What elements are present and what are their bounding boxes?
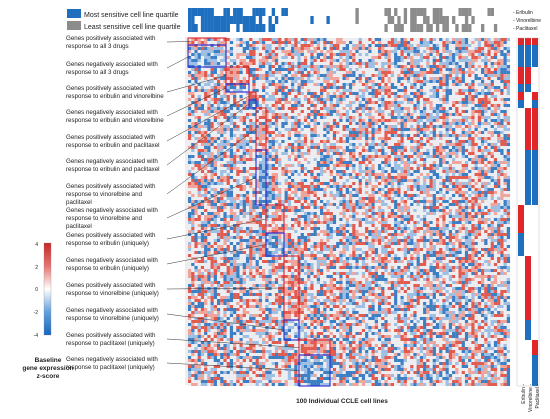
gene-group-label: Genes positively associated with xyxy=(66,85,156,92)
connector-line xyxy=(166,75,227,93)
colorbar-tick: 2 xyxy=(35,265,38,271)
gene-group-label: response to vinorelbine (uniquely) xyxy=(66,290,159,297)
least-sensitive-swatch xyxy=(67,21,81,30)
gene-group-label: response to paclitaxel (uniquely) xyxy=(66,340,155,347)
drug-labels-bottom: Eribulin - Vinorelbine - Paclitaxel - xyxy=(521,384,541,412)
connector-line xyxy=(166,103,250,166)
gene-group-label: response to vinorelbine (uniquely) xyxy=(66,315,159,322)
gene-group-label: response to eribulin (uniquely) xyxy=(66,240,149,247)
association-bar xyxy=(518,233,524,256)
bottom-label-eribulin: Eribulin - xyxy=(521,384,527,404)
gene-group-connectors xyxy=(166,41,300,371)
colorbar-tick: 0 xyxy=(35,287,38,293)
connector-line xyxy=(166,55,191,69)
gene-group-label: response to eribulin (uniquely) xyxy=(66,265,149,272)
colorbar-tick: 4 xyxy=(35,242,38,248)
association-bar xyxy=(532,45,538,67)
gene-group-label: response to vinorelbine and xyxy=(66,215,143,222)
association-bar xyxy=(532,108,538,150)
association-bar xyxy=(532,92,538,100)
drug-legend-vinorelbine: - Vinorelbine xyxy=(513,18,541,24)
gene-group-labels: Genes positively associated withresponse… xyxy=(66,35,164,371)
association-bar xyxy=(518,84,524,92)
gene-group-label: paclitaxel xyxy=(66,223,92,230)
connector-line xyxy=(166,287,285,290)
association-bar xyxy=(518,67,524,84)
connector-line xyxy=(166,128,257,195)
connector-line xyxy=(166,362,300,371)
drug-sensitivity-annotation xyxy=(188,8,498,32)
connector-line xyxy=(166,87,227,117)
association-bar xyxy=(525,84,531,92)
gene-group-label: response to eribulin and vinorelbine xyxy=(66,93,164,100)
x-axis-label: 100 Individual CCLE cell lines xyxy=(296,398,388,405)
connector-line xyxy=(166,313,285,331)
gene-group-label: Genes negatively associated with xyxy=(66,356,158,363)
association-bar xyxy=(532,355,538,386)
connector-line xyxy=(166,41,191,43)
connector-line xyxy=(166,338,300,348)
gene-group-label: response to eribulin and paclitaxel xyxy=(66,166,160,173)
association-bar xyxy=(518,205,524,233)
colorbar: 4 2 0 -2 -4 Baseline gene expression z-s… xyxy=(22,242,73,380)
gene-group-label: response to eribulin and vinorelbine xyxy=(66,117,164,124)
drug-legend: - Eribulin - Vinorelbine - Paclitaxel xyxy=(513,10,541,32)
gene-group-label: response to paclitaxel (uniquely) xyxy=(66,364,155,371)
association-bar xyxy=(518,92,524,100)
association-bar xyxy=(532,150,538,205)
drug-legend-eribulin: - Eribulin xyxy=(513,10,533,16)
association-bar xyxy=(525,256,531,320)
association-bar xyxy=(532,100,538,108)
gene-group-label: Genes negatively associated with xyxy=(66,257,158,264)
association-bar xyxy=(518,38,524,45)
most-sensitive-swatch xyxy=(67,9,81,18)
least-sensitive-label: Least sensitive cell line quartile xyxy=(84,24,181,31)
gene-group-label: Genes negatively associated with xyxy=(66,61,158,68)
gene-group-label: Genes negatively associated with xyxy=(66,158,158,165)
connector-line xyxy=(166,177,257,219)
gene-group-label: Genes negatively associated with xyxy=(66,207,158,214)
gene-group-label: response to all 3 drugs xyxy=(66,43,129,50)
association-bar xyxy=(518,45,524,67)
colorbar-title: Baseline xyxy=(35,357,62,364)
association-bar xyxy=(518,100,524,108)
colorbar-gradient xyxy=(43,242,52,336)
sensitivity-legend: Most sensitive cell line quartile Least … xyxy=(67,9,181,31)
gene-group-label: paclitaxel xyxy=(66,199,92,206)
expression-heatmap xyxy=(188,38,511,386)
association-bar xyxy=(532,38,538,45)
bottom-label-paclitaxel: Paclitaxel - xyxy=(535,384,541,409)
gene-group-label: response to eribulin and paclitaxel xyxy=(66,142,160,149)
connector-line xyxy=(166,244,267,265)
colorbar-tick: -2 xyxy=(34,310,39,316)
association-bar xyxy=(525,38,531,45)
heatmap-row-ticks xyxy=(185,37,188,385)
gene-group-label: Genes positively associated with xyxy=(66,232,156,239)
gene-group-label: Genes negatively associated with xyxy=(66,307,158,314)
gene-group-label: Genes positively associated with xyxy=(66,35,156,42)
gene-group-label: response to all 3 drugs xyxy=(66,69,129,76)
association-bar xyxy=(525,45,531,67)
gene-group-label: Genes positively associated with xyxy=(66,183,156,190)
bottom-label-vinorelbine: Vinorelbine - xyxy=(528,384,534,412)
association-bar xyxy=(532,340,538,355)
colorbar-title: z-score xyxy=(37,373,60,380)
drug-legend-paclitaxel: - Paclitaxel xyxy=(513,26,537,32)
association-bar xyxy=(525,108,531,150)
most-sensitive-label: Most sensitive cell line quartile xyxy=(84,12,179,19)
gene-group-label: Genes negatively associated with xyxy=(66,109,158,116)
gene-group-label: Genes positively associated with xyxy=(66,282,156,289)
gene-group-label: Genes positively associated with xyxy=(66,134,156,141)
connector-line xyxy=(166,218,267,240)
association-bar xyxy=(525,67,531,84)
gene-association-bars xyxy=(516,37,540,387)
gene-group-label: Genes positively associated with xyxy=(66,332,156,339)
association-bar xyxy=(525,320,531,340)
colorbar-title: gene expression xyxy=(22,365,73,372)
gene-group-label: response to vinorelbine and xyxy=(66,191,143,198)
connector-line xyxy=(166,95,250,142)
colorbar-tick: -4 xyxy=(34,333,39,339)
association-bar xyxy=(525,150,531,205)
